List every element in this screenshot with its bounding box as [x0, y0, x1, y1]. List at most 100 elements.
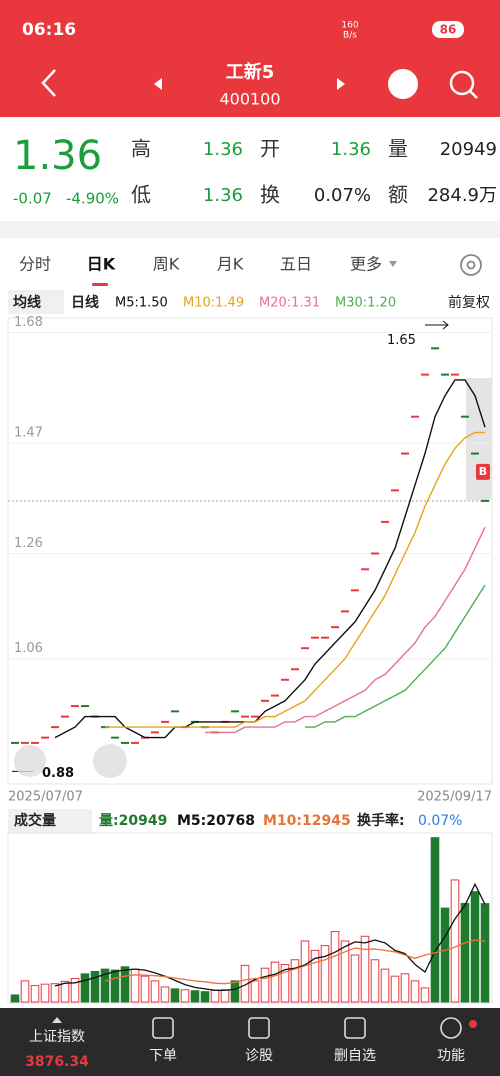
volume-bar [100, 968, 110, 1003]
fullscreen-button [93, 744, 127, 778]
volume-bar [80, 973, 90, 1003]
volume-bar [330, 931, 340, 1003]
volume-bar [120, 966, 130, 1003]
tab[interactable]: 月K [217, 255, 244, 274]
nav-label[interactable]: 上证指数 [29, 1029, 85, 1045]
tab[interactable]: 分时 [19, 255, 51, 274]
volume-bar [310, 949, 320, 1003]
volume-bar [280, 963, 290, 1003]
net-speed: 160 [341, 21, 358, 31]
volume-bar [270, 961, 280, 1003]
stock-name: 工新5 [226, 61, 275, 83]
stat-label: 低 [131, 183, 151, 207]
more-arrow [389, 261, 397, 267]
nav-label[interactable]: 诊股 [245, 1048, 273, 1064]
volume-menu-bg[interactable] [8, 809, 92, 833]
y-tick-label: 1.06 [14, 641, 43, 656]
volume-legend: M5:20768 [177, 813, 255, 829]
volume-bar [260, 967, 270, 1003]
robot-icon[interactable] [388, 69, 418, 99]
date-end: 2025/09/17 [417, 790, 492, 805]
volume-bar [190, 990, 200, 1003]
volume-bar [370, 959, 380, 1003]
y-tick-label: 1.47 [14, 426, 43, 441]
date-start: 2025/07/07 [8, 790, 83, 805]
clock: 06:16 [22, 20, 76, 40]
volume-bar [10, 994, 20, 1003]
stat-label: 换 [260, 183, 280, 207]
stat-value: 1.36 [203, 185, 243, 206]
volume-bar [400, 973, 410, 1003]
stat-label: 开 [260, 137, 280, 161]
nav-label[interactable]: 功能 [437, 1048, 465, 1064]
volume-bar [110, 969, 120, 1003]
turnover: 0.07% [418, 813, 462, 829]
ma-line [205, 526, 486, 734]
volume-title[interactable]: 成交量 [14, 812, 56, 829]
ma-menu[interactable]: 均线 [13, 294, 41, 311]
nav-label[interactable]: 删自选 [334, 1048, 376, 1064]
volume-bar [340, 940, 350, 1003]
stats: 高 1.36 开 1.36 量 20949 低 1.36 换 0.07% 额 284.9万 [131, 137, 497, 207]
expand-button [14, 745, 46, 777]
stat-value: 0.07% [314, 185, 371, 206]
stat-value: 1.36 [203, 139, 243, 160]
volume-bar [220, 989, 230, 1003]
adjust[interactable]: 前复权 [448, 294, 490, 311]
settings-icon[interactable] [460, 254, 482, 276]
nav-value: 3876.34 [25, 1054, 89, 1070]
ma-line [54, 379, 486, 739]
max-label: 1.65 [387, 333, 416, 348]
back-button[interactable] [41, 69, 56, 97]
volume-bar [30, 985, 40, 1003]
change: -0.07 [13, 190, 52, 208]
period: 日线 [71, 294, 99, 311]
legend-entry: M20:1.31 [259, 296, 320, 311]
volume-bar [130, 968, 140, 1003]
volume-bar [390, 975, 400, 1003]
volume-bar [200, 991, 210, 1003]
tab[interactable]: 更多 [350, 255, 382, 274]
volume-bar [420, 987, 430, 1003]
prev-stock[interactable] [154, 78, 162, 90]
nav-icon [344, 1017, 366, 1039]
next-stock[interactable] [337, 78, 345, 90]
volume-bar [150, 980, 160, 1003]
volume-ma-line [54, 882, 486, 991]
volume-bar [250, 980, 260, 1003]
search-icon[interactable] [449, 70, 475, 96]
legend-entry: M5:1.50 [115, 296, 168, 311]
volume-legend: M10:12945 [263, 813, 351, 829]
volume-bar [350, 954, 360, 1003]
volume-bar [410, 980, 420, 1003]
battery [432, 21, 464, 38]
ma-menu-bg[interactable] [8, 290, 64, 314]
tab[interactable]: 日K [87, 255, 116, 274]
tab-indicator [92, 283, 108, 286]
volume-bar [60, 980, 70, 1003]
nav: 上证指数 3876.34 下单 诊股 删自选 功能 [25, 1017, 477, 1070]
nav-icon [248, 1017, 270, 1039]
volume-bar [90, 970, 100, 1003]
y-tick-label: 1.68 [14, 315, 43, 330]
divider [0, 221, 500, 238]
nav-label[interactable]: 下单 [149, 1048, 177, 1064]
volume-bar [140, 975, 150, 1003]
volume-bar [460, 902, 470, 1003]
marker: B [479, 465, 487, 478]
volume-bar [40, 983, 50, 1003]
stock-code: 400100 [219, 90, 280, 109]
volume-bar [70, 978, 80, 1003]
legend-entry: M10:1.49 [183, 296, 244, 311]
tabs: 分时 日K 周K 月K 五日 更多 [19, 255, 397, 274]
tab[interactable]: 五日 [280, 255, 312, 274]
volume-bar [230, 980, 240, 1003]
volume-bar [50, 983, 60, 1003]
highlight [466, 378, 492, 500]
volume-bar [210, 989, 220, 1003]
volume-bar [360, 935, 370, 1003]
ma-line [305, 584, 486, 728]
tab[interactable]: 周K [153, 255, 180, 274]
volume-bar [290, 959, 300, 1003]
